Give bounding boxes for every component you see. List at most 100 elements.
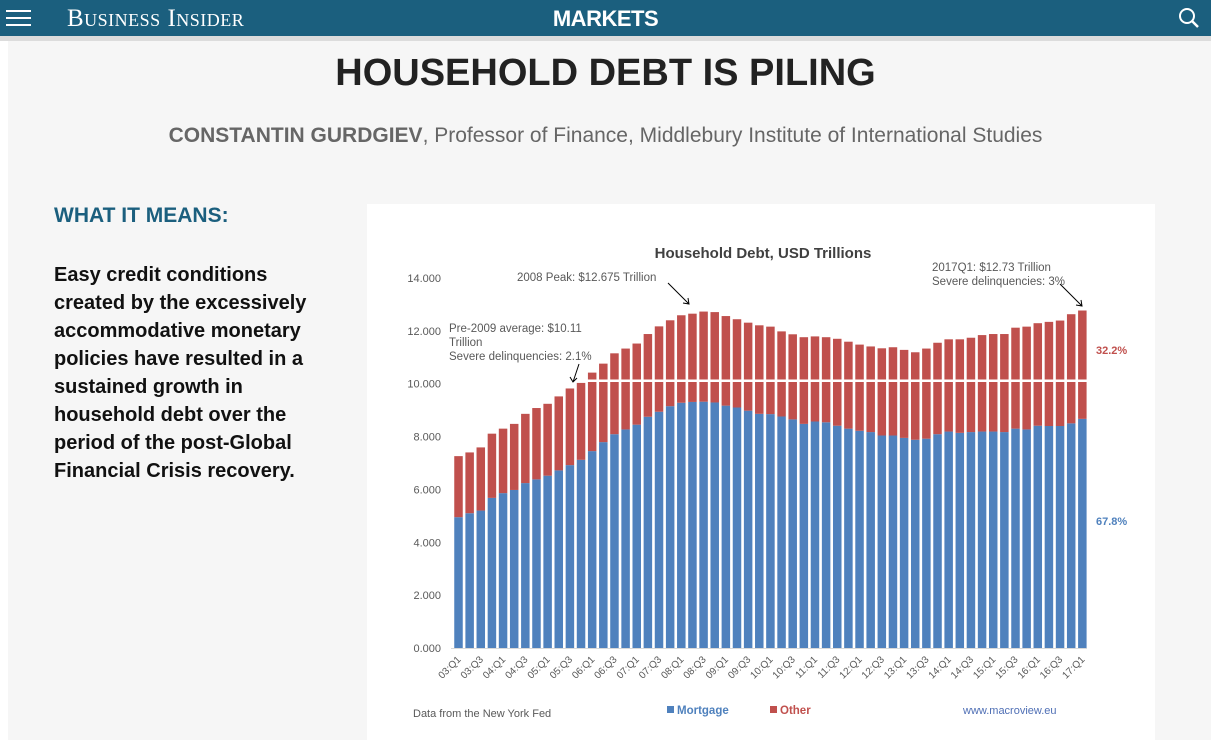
bar-other: [498, 428, 508, 494]
bar-other: [599, 363, 608, 443]
bar-mortgage: [777, 416, 786, 648]
x-tick-label: 13:Q1: [882, 654, 909, 681]
bar-mortgage: [866, 432, 875, 648]
pre-2009-annotation-line2: Trillion: [449, 337, 482, 349]
x-tick-label: 08:Q3: [682, 654, 709, 681]
latest-arrow-icon: [1059, 283, 1083, 307]
y-tick-label: 6.000: [413, 484, 441, 496]
bar-mortgage: [810, 421, 820, 648]
x-tick-label: 06:Q1: [570, 654, 597, 681]
x-tick-label: 05:Q1: [526, 654, 553, 681]
legend-label-other: Other: [780, 705, 811, 717]
x-tick-label: 03:Q1: [437, 654, 464, 681]
household-debt-chart: Household Debt, USD Trillions 0.000 2.000…: [407, 245, 1127, 720]
bar-mortgage: [821, 422, 831, 648]
bar-mortgage: [833, 425, 842, 648]
bar-mortgage: [654, 411, 664, 648]
bar-mortgage: [922, 438, 931, 648]
x-tick-label: 04:Q3: [503, 654, 530, 681]
bar-other: [610, 353, 619, 435]
bar-other: [977, 335, 987, 432]
author-name: CONSTANTIN GURDGIEV: [168, 124, 423, 147]
bar-mortgage: [1044, 426, 1054, 648]
bar-other: [910, 352, 920, 440]
bar-other: [587, 372, 597, 452]
x-tick-label: 15:Q1: [971, 654, 998, 681]
x-tick-label: 12:Q1: [838, 654, 865, 681]
bar-mortgage: [543, 475, 552, 648]
bar-other: [1044, 321, 1054, 426]
x-tick-label: 14:Q3: [949, 654, 976, 681]
x-tick-label: 10:Q3: [771, 654, 798, 681]
bar-mortgage: [532, 479, 541, 648]
bar-other: [710, 312, 719, 403]
bar-mortgage: [1033, 425, 1043, 648]
bar-other: [755, 325, 764, 414]
x-tick-label: 16:Q3: [1038, 654, 1065, 681]
hamburger-menu-icon[interactable]: [6, 9, 32, 27]
bar-mortgage: [476, 510, 486, 648]
bar-mortgage: [988, 431, 998, 648]
bar-mortgage: [944, 431, 953, 648]
bar-mortgage: [721, 405, 731, 648]
x-tick-label: 03:Q3: [459, 654, 486, 681]
bar-other: [699, 311, 708, 402]
bar-other: [1033, 323, 1043, 426]
other-share-label: 32.2%: [1096, 345, 1127, 357]
what-it-means-heading: WHAT IT MEANS:: [54, 204, 229, 227]
bar-other: [665, 320, 675, 407]
y-tick-label: 14.000: [407, 273, 441, 285]
bar-mortgage: [732, 407, 742, 648]
what-it-means-text: Easy credit conditions created by the ex…: [54, 264, 307, 482]
brand-logo[interactable]: Business Insider: [67, 5, 245, 32]
section-title[interactable]: MARKETS: [552, 6, 659, 31]
bar-mortgage: [955, 432, 965, 648]
bar-other: [944, 339, 953, 432]
latest-annotation-line2: Severe delinquencies: 3%: [932, 276, 1065, 288]
bar-mortgage: [498, 493, 508, 648]
bar-mortgage: [977, 431, 987, 648]
pre-2009-annotation-line3: Severe delinquencies: 2.1%: [449, 351, 592, 363]
bar-other: [721, 316, 731, 406]
bar-mortgage: [1066, 423, 1076, 648]
bar-mortgage: [454, 517, 463, 648]
bar-other: [509, 423, 519, 490]
x-tick-label: 05:Q3: [548, 654, 575, 681]
x-tick-label: 12:Q3: [860, 654, 887, 681]
bar-mortgage: [877, 435, 887, 648]
search-icon[interactable]: [1178, 7, 1200, 29]
bar-other: [810, 336, 820, 422]
bar-other: [922, 348, 931, 439]
bar-mortgage: [509, 489, 519, 648]
bar-other: [688, 313, 697, 402]
bar-other: [565, 388, 575, 466]
bar-other: [487, 433, 497, 498]
bar-other: [543, 403, 552, 476]
bar-mortgage: [1011, 428, 1020, 648]
bar-mortgage: [665, 406, 675, 648]
x-tick-label: 09:Q1: [704, 654, 731, 681]
x-tick-label: 13:Q3: [904, 654, 931, 681]
bar-mortgage: [910, 439, 920, 648]
bar-other: [454, 456, 463, 518]
x-tick-label: 11:Q1: [794, 654, 821, 681]
bar-other: [833, 338, 842, 426]
bar-other: [888, 347, 898, 436]
bar-other: [788, 334, 797, 420]
bar-other: [743, 322, 753, 411]
bar-mortgage: [587, 451, 597, 648]
peak-annotation: 2008 Peak: $12.675 Trillion: [517, 272, 656, 284]
author-role: , Professor of Finance, Middlebury Insti…: [422, 124, 1043, 147]
bar-mortgage: [844, 428, 853, 648]
bar-other: [532, 408, 541, 480]
bar-mortgage: [1000, 432, 1009, 648]
bar-mortgage: [788, 419, 797, 648]
x-tick-label: 09:Q3: [726, 654, 753, 681]
legend-swatch-mortgage: [667, 706, 674, 713]
website-link[interactable]: www.macroview.eu: [962, 705, 1057, 717]
x-tick-label: 06:Q3: [593, 654, 620, 681]
x-tick-label: 11:Q3: [816, 654, 843, 681]
bar-other: [1066, 314, 1076, 424]
bar-mortgage: [888, 435, 898, 648]
source-note: Data from the New York Fed: [413, 708, 551, 720]
